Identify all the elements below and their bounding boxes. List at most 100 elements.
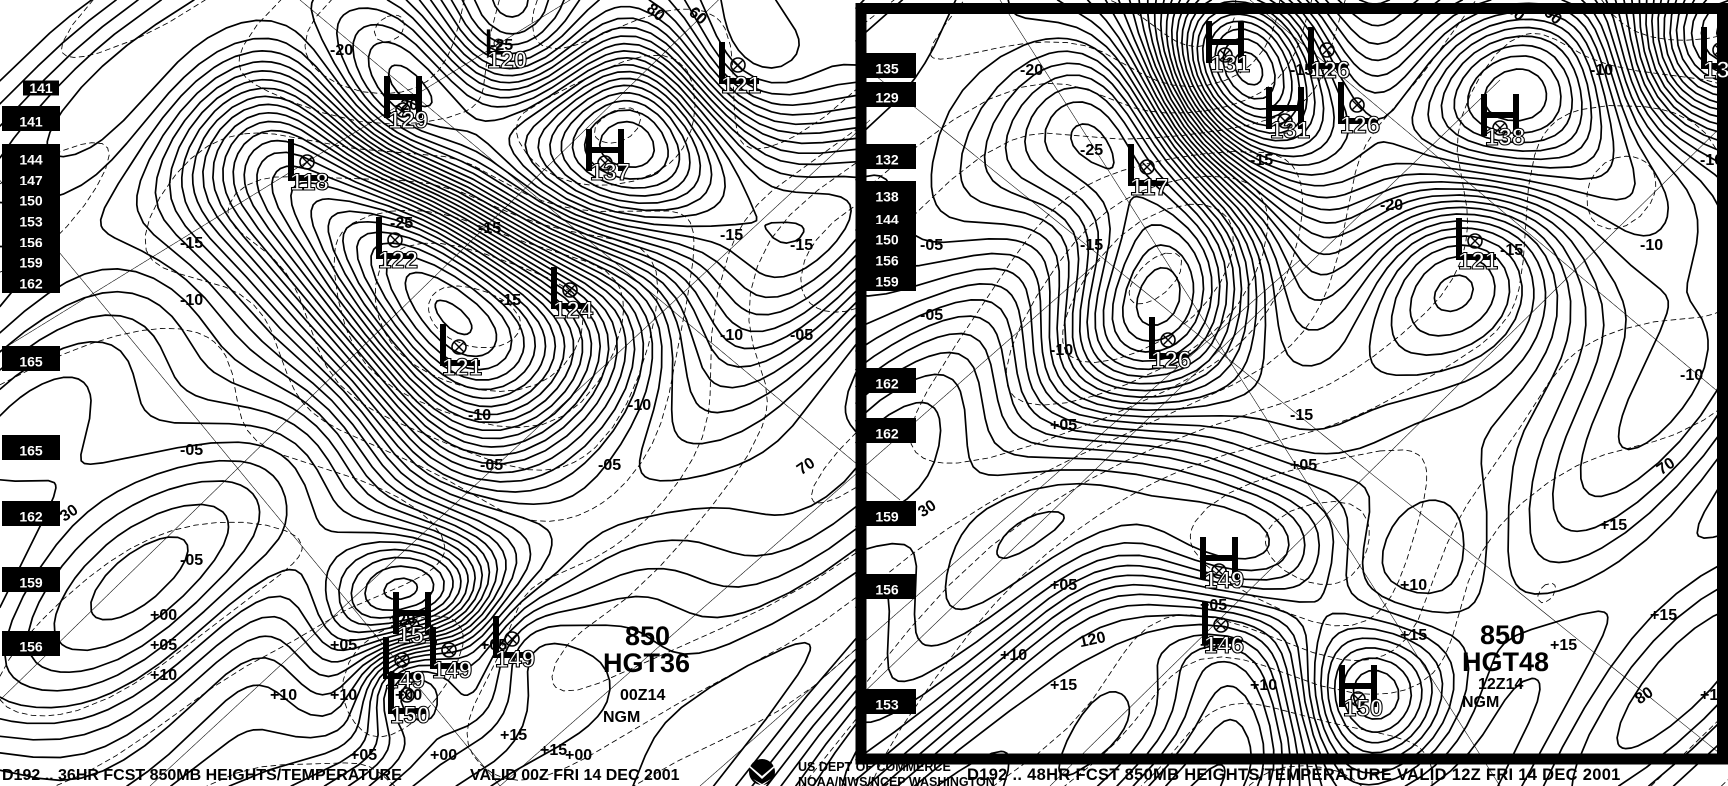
svg-text:-05: -05	[920, 307, 943, 324]
svg-text:+15: +15	[1400, 627, 1427, 644]
svg-text:+15: +15	[1650, 607, 1677, 624]
svg-text:D192 .. 48HR FCST 850MB HEI: D192 .. 48HR FCST 850MB HEIGHTS/TEMPERAT…	[967, 766, 1621, 784]
svg-text:00Z14: 00Z14	[620, 687, 665, 704]
svg-text:129: 129	[388, 107, 428, 134]
svg-text:132: 132	[875, 152, 899, 168]
svg-text:+15: +15	[1550, 637, 1577, 654]
svg-text:+15: +15	[500, 727, 527, 744]
svg-text:+05: +05	[1050, 577, 1077, 594]
svg-text:141: 141	[29, 80, 53, 96]
svg-text:-15: -15	[1250, 152, 1273, 169]
svg-text:HGT36: HGT36	[603, 648, 690, 678]
svg-text:124: 124	[553, 297, 594, 324]
svg-text:165: 165	[19, 443, 43, 459]
svg-text:156: 156	[875, 582, 899, 598]
svg-text:850: 850	[1480, 620, 1525, 650]
svg-text:-15: -15	[478, 220, 501, 237]
svg-text:+05: +05	[1050, 417, 1077, 434]
svg-text:162: 162	[19, 276, 43, 292]
svg-text:850: 850	[625, 621, 670, 651]
svg-text:+00: +00	[565, 747, 592, 764]
svg-text:+10: +10	[270, 687, 297, 704]
svg-text:122: 122	[378, 247, 418, 274]
svg-text:-25: -25	[1080, 142, 1103, 159]
svg-text:-05: -05	[180, 442, 203, 459]
svg-text:120: 120	[487, 47, 527, 74]
svg-text:149: 149	[1204, 567, 1244, 594]
svg-text:153: 153	[875, 697, 899, 713]
svg-text:+10: +10	[1000, 647, 1027, 664]
svg-text:-05: -05	[790, 327, 813, 344]
svg-text:+15: +15	[1050, 677, 1077, 694]
svg-text:-25: -25	[390, 215, 413, 232]
svg-text:129: 129	[875, 90, 899, 106]
svg-text:+05: +05	[150, 637, 177, 654]
svg-text:-15: -15	[1500, 242, 1523, 259]
svg-text:-20: -20	[1020, 62, 1043, 79]
svg-text:165: 165	[19, 354, 43, 370]
svg-text:159: 159	[875, 274, 899, 290]
svg-text:HGT48: HGT48	[1462, 647, 1549, 677]
svg-text:149: 149	[495, 646, 535, 673]
svg-text:NGM: NGM	[1462, 694, 1499, 711]
svg-text:12Z14: 12Z14	[1478, 676, 1523, 693]
svg-text:+05: +05	[350, 747, 377, 764]
svg-text:NOAA/NWS/NCEP WASHINGTON: NOAA/NWS/NCEP WASHINGTON	[798, 775, 995, 786]
svg-text:-10: -10	[1590, 62, 1613, 79]
svg-text:126: 126	[1151, 347, 1191, 374]
svg-text:146: 146	[1204, 632, 1244, 659]
svg-text:-05: -05	[598, 457, 621, 474]
svg-text:+15: +15	[540, 742, 567, 759]
svg-text:-20: -20	[330, 42, 353, 59]
svg-text:162: 162	[875, 426, 899, 442]
svg-text:162: 162	[875, 376, 899, 392]
svg-text:-10: -10	[468, 407, 491, 424]
svg-text:+15: +15	[1700, 687, 1727, 704]
svg-text:150: 150	[1343, 695, 1383, 722]
svg-text:138: 138	[1485, 124, 1525, 151]
svg-text:-15: -15	[720, 227, 743, 244]
svg-text:-10: -10	[1700, 152, 1723, 169]
svg-text:150: 150	[390, 702, 430, 729]
svg-text:+10: +10	[1400, 577, 1427, 594]
svg-text:-15: -15	[498, 292, 521, 309]
svg-text:+05: +05	[1290, 457, 1317, 474]
svg-text:149: 149	[432, 657, 472, 684]
svg-text:-10: -10	[1680, 367, 1703, 384]
svg-text:-20: -20	[1380, 197, 1403, 214]
svg-text:131: 131	[1210, 51, 1250, 78]
svg-text:159: 159	[875, 509, 899, 525]
svg-text:+10: +10	[330, 687, 357, 704]
svg-text:159: 159	[19, 575, 43, 591]
svg-text:+10: +10	[1250, 677, 1277, 694]
svg-text:+00: +00	[430, 747, 457, 764]
svg-text:131: 131	[1703, 57, 1728, 84]
svg-text:137: 137	[590, 159, 630, 186]
svg-text:121: 121	[442, 354, 482, 381]
svg-text:+05: +05	[330, 637, 357, 654]
svg-text:-15: -15	[1080, 237, 1103, 254]
svg-text:-10: -10	[1640, 237, 1663, 254]
svg-text:VALID 00Z FRI 14 DEC 2001: VALID 00Z FRI 14 DEC 2001	[470, 767, 680, 784]
svg-text:131: 131	[1270, 117, 1310, 144]
svg-text:135: 135	[875, 61, 899, 77]
svg-text:118: 118	[290, 169, 329, 196]
svg-text:-10: -10	[180, 292, 203, 309]
svg-text:141: 141	[19, 114, 43, 130]
svg-text:126: 126	[1340, 112, 1380, 139]
svg-text:126: 126	[1310, 57, 1350, 84]
svg-text:162: 162	[19, 509, 43, 525]
svg-text:-15: -15	[790, 237, 813, 254]
svg-text:-05: -05	[180, 552, 203, 569]
svg-text:NGM: NGM	[603, 709, 640, 726]
svg-text:-15: -15	[1290, 407, 1313, 424]
svg-text:+00: +00	[150, 607, 177, 624]
svg-text:-10: -10	[720, 327, 743, 344]
svg-text:-05: -05	[480, 457, 503, 474]
svg-text:+15: +15	[1600, 517, 1627, 534]
svg-text:121: 121	[1458, 248, 1498, 275]
svg-text:+10: +10	[150, 667, 177, 684]
svg-text:-10: -10	[628, 397, 651, 414]
svg-text:D192 .. 36HR FCST 850MB HEIGHT: D192 .. 36HR FCST 850MB HEIGHTS/TEMPERAT…	[2, 767, 402, 784]
svg-text:138: 138	[875, 189, 899, 205]
